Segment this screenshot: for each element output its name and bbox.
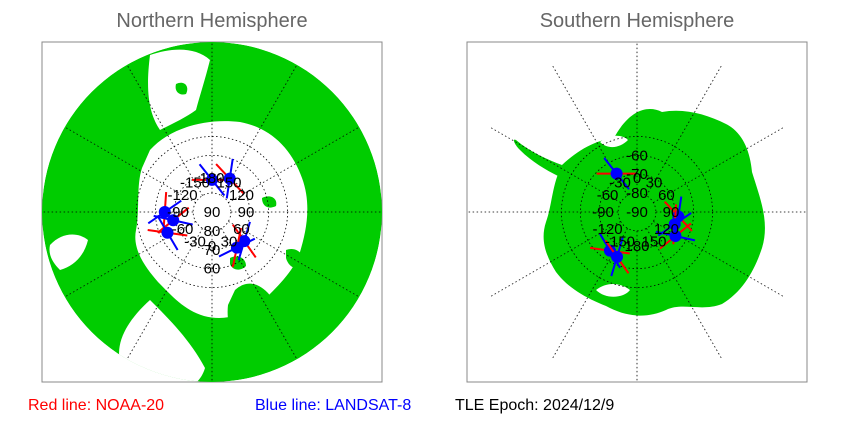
satellite-position-dot [167,214,180,227]
antarctica [543,109,765,316]
meridian-line [228,126,360,203]
longitude-label: 90 [238,204,255,221]
longitude-label: 0 [208,238,216,255]
satellite-position-dot [206,173,218,186]
southern-hemisphere-title: Southern Hemisphere [539,10,735,32]
meridian-line [489,221,621,298]
longitude-label: 150 [641,233,666,250]
latitude-circle [154,154,270,270]
greenland [227,283,277,361]
meridian-line [126,64,203,196]
longitude-label: 60 [658,187,675,204]
latitude-label: -80 [626,185,648,202]
satellite-position-dot [161,226,174,239]
longitude-label: -60 [172,221,194,238]
longitude-label: -60 [597,187,619,204]
longitude-label: 0 [633,170,641,187]
landsat8-legend: Blue line: LANDSAT-8 [255,397,412,414]
latitude-circle [579,154,695,270]
arctic-island [175,82,188,95]
longitude-label: -90 [592,204,614,221]
north-satellite-tracks [147,158,257,268]
longitude-label: 180 [199,170,224,187]
satellite-position-dot [230,241,243,254]
weddell-sea-inlet [600,135,628,148]
satellite-position-dot [669,230,682,243]
longitude-label: 180 [624,238,649,255]
latitude-label: 90 [204,204,221,221]
meridian-line [126,228,203,360]
antarctic-peninsula [513,139,562,176]
satellite-position-dot [668,218,681,231]
longitude-label: 150 [216,175,241,192]
southern-hemisphere-map: 0 30-3060-6090-90120-120150-150180-90-80-… [466,41,808,383]
longitude-label: -30 [184,233,206,250]
longitude-label: -120 [168,187,198,204]
longitude-label: -150 [180,175,210,192]
satellite-position-dot [223,172,236,185]
tle-epoch-label: TLE Epoch: 2024/12/9 [455,397,615,414]
longitude-label: 30 [221,233,238,250]
meridian-line [653,126,785,203]
longitude-label: -120 [593,221,623,238]
meridian-line [489,126,621,203]
arctic-island [262,196,277,208]
longitude-label: 120 [229,187,254,204]
south-land-layer [513,109,765,316]
satellite-position-dot [610,167,623,180]
meridian-line [221,64,298,196]
latitude-label: 80 [204,223,221,240]
latitude-label: 70 [204,242,221,259]
ross-sea-inlet [596,284,630,297]
satellite-position-dot [611,250,624,263]
arctic-island [286,248,305,269]
longitude-label: -30 [609,175,631,192]
meridian-line [64,126,196,203]
satellite-position-dot [158,206,171,218]
latitude-circle [173,173,251,251]
noaa20-legend: Red line: NOAA-20 [28,397,165,414]
latitude-label: -60 [626,147,648,164]
northern-hemisphere-title: Northern Hemisphere [116,10,308,32]
longitude-label: 120 [654,221,679,238]
longitude-label: 90 [663,204,680,221]
latitude-label: -90 [626,204,648,221]
arctic-ocean [135,121,308,319]
latitude-label: 60 [204,261,221,278]
latitude-label: -70 [626,166,648,183]
hudson-bay [49,234,88,270]
longitude-label: -150 [605,233,635,250]
meridian-line [228,221,360,298]
longitude-label: 60 [233,221,250,238]
longitude-label: -90 [167,204,189,221]
south-satellite-tracks [589,157,696,277]
meridian-line [646,64,723,196]
south-grid-labels: 0 30-3060-6090-90120-120150-150180-90-80-… [592,147,679,255]
longitude-label: 30 [646,175,663,192]
meridian-line [646,228,723,360]
